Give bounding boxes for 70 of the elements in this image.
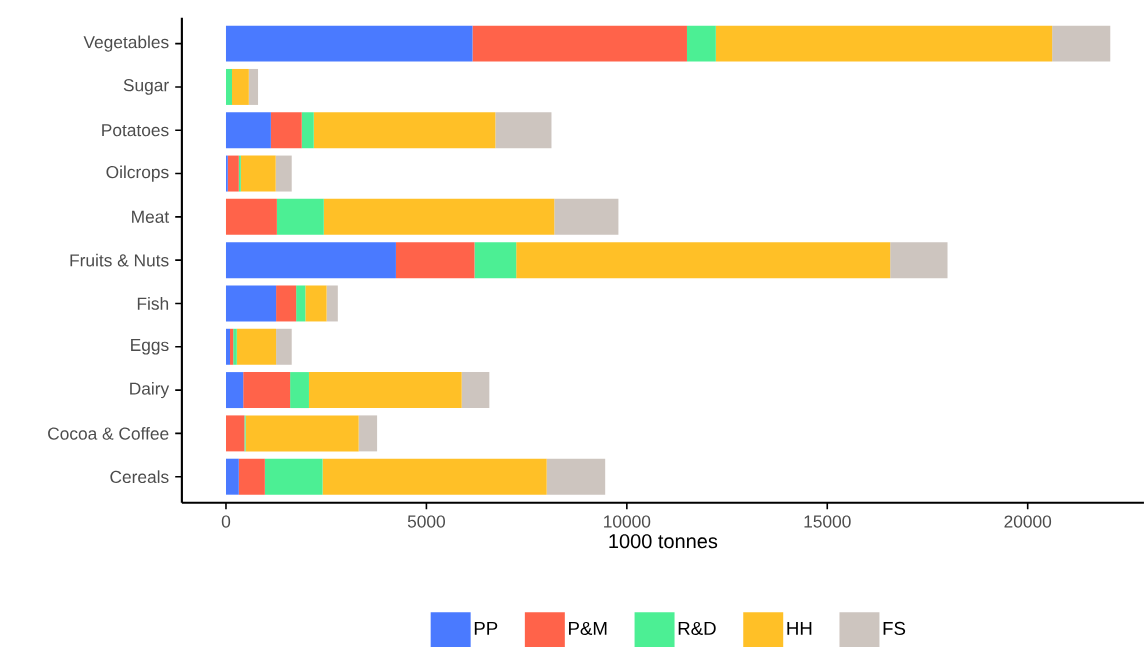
bar [516, 242, 891, 279]
bar [227, 155, 239, 192]
bar [686, 25, 716, 62]
bar [305, 285, 327, 322]
y-tick-label: Fish [137, 297, 169, 311]
y-tick-label: Sugar [123, 79, 169, 95]
bar [225, 415, 245, 452]
y-tick-label: Dairy [130, 382, 170, 399]
bar [546, 458, 606, 495]
y-tick-label: Meat [132, 211, 170, 224]
bar [1052, 25, 1111, 62]
bar [395, 242, 475, 279]
bar [245, 415, 359, 452]
bar [225, 458, 239, 495]
bar [264, 458, 323, 495]
bar [225, 242, 396, 279]
legend-label: P&M [569, 622, 607, 636]
bar [554, 199, 619, 236]
bar [243, 372, 291, 409]
bar [276, 199, 324, 236]
bar [323, 199, 555, 236]
y-tick-label: Oilcrops [106, 165, 169, 182]
bar [240, 155, 276, 192]
bar [301, 112, 314, 149]
bar [225, 199, 277, 236]
bar [229, 328, 234, 365]
x-tick-label: 10000 [604, 515, 651, 528]
legend-label: R&D [678, 622, 716, 636]
bar [225, 285, 277, 322]
bar [495, 112, 552, 149]
bar [308, 372, 462, 409]
bar [231, 69, 249, 106]
x-tick-label: 20000 [1004, 515, 1052, 528]
bar [225, 69, 232, 106]
bar [270, 112, 302, 149]
bar [276, 285, 297, 322]
bar [322, 458, 547, 495]
legend-label: HH [787, 622, 812, 635]
bar [358, 415, 378, 452]
bar [275, 155, 292, 192]
bar [461, 372, 490, 409]
bar [715, 25, 1053, 62]
bar [225, 25, 473, 62]
bar [326, 285, 338, 322]
x-tick-label: 15000 [804, 515, 851, 528]
x-tick-label: 5000 [407, 515, 445, 528]
bar [313, 112, 496, 149]
bar [290, 372, 309, 409]
bar [225, 328, 230, 365]
bar [238, 458, 265, 495]
y-tick-label: Fruits & Nuts [70, 253, 169, 267]
bar [248, 69, 259, 106]
y-tick-label: Vegetables [83, 35, 169, 52]
bar [472, 25, 687, 62]
y-tick-label: Potatoes [102, 124, 169, 137]
bar [236, 328, 277, 365]
bar [474, 242, 517, 279]
bar [890, 242, 948, 279]
y-tick-label: Eggs [131, 339, 169, 355]
bar [296, 285, 306, 322]
legend-label: FS [883, 622, 906, 636]
legend-label: PP [474, 622, 498, 635]
y-tick-label: Cocoa & Coffee [48, 427, 169, 440]
bar [225, 112, 271, 149]
y-tick-label: Cereals [110, 470, 169, 484]
bar [225, 372, 244, 409]
x-axis-title: 1000 tonnes [609, 534, 718, 549]
bar [238, 155, 241, 192]
x-tick-label: 0 [221, 515, 231, 528]
bar [276, 328, 292, 365]
